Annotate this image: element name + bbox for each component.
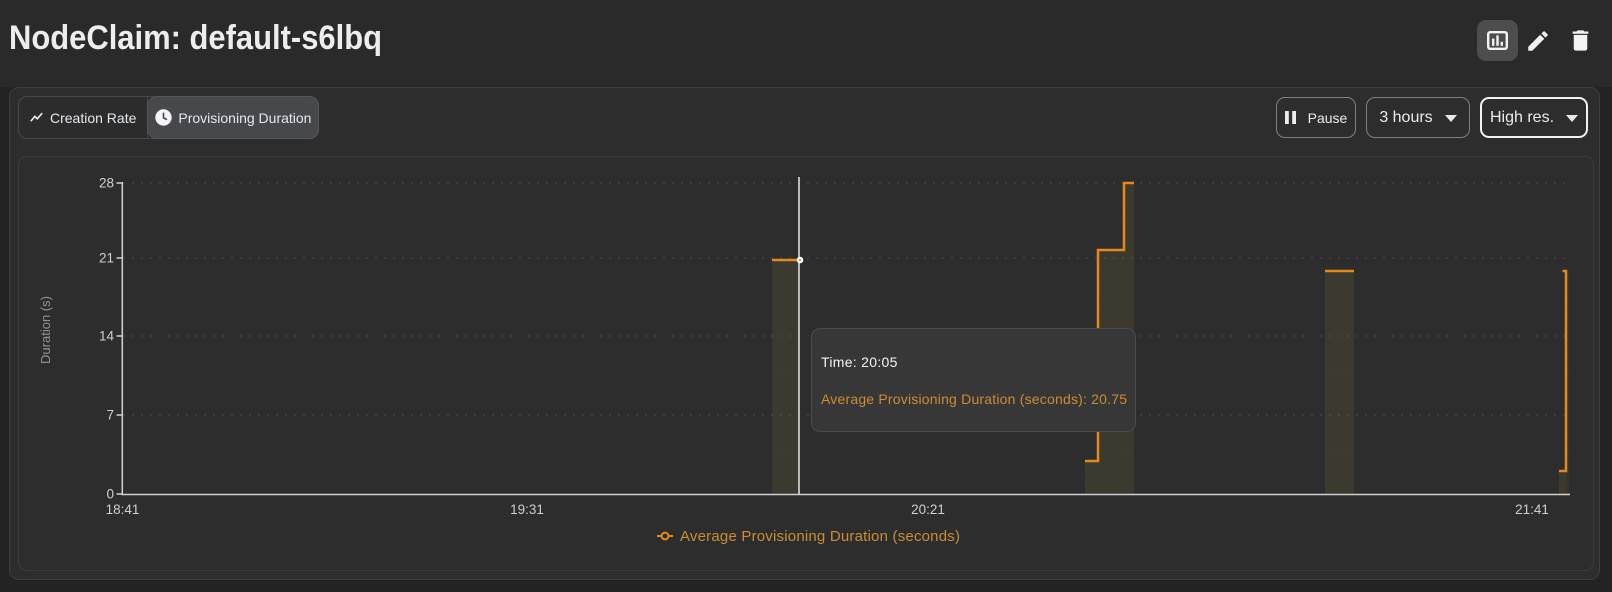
- svg-text:19:31: 19:31: [510, 502, 544, 517]
- svg-text:28: 28: [99, 176, 114, 191]
- svg-text:Average Provisioning Duration: Average Provisioning Duration (seconds): [680, 528, 960, 545]
- svg-text:7: 7: [106, 408, 114, 423]
- svg-text:20:21: 20:21: [911, 502, 945, 517]
- svg-text:0: 0: [106, 487, 114, 502]
- svg-text:14: 14: [99, 329, 115, 344]
- svg-text:21:41: 21:41: [1515, 502, 1549, 517]
- svg-text:Duration (s): Duration (s): [38, 296, 53, 364]
- svg-text:21: 21: [99, 251, 114, 266]
- svg-text:18:41: 18:41: [106, 502, 140, 517]
